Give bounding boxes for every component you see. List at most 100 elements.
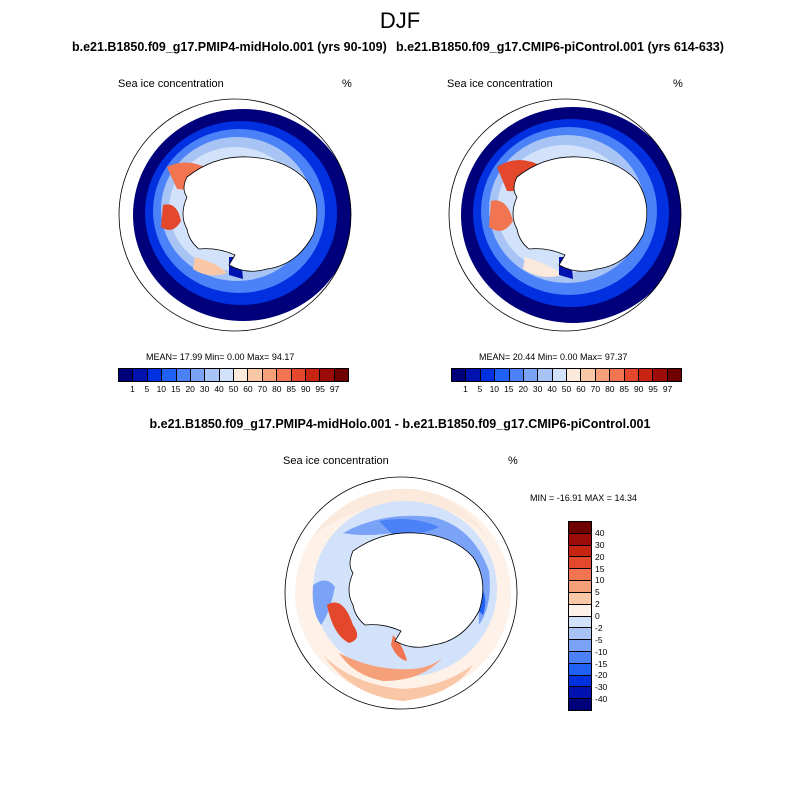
left-colorbar-label-7: 50 <box>228 384 239 394</box>
difference-colorbar-label-10: -10 <box>595 646 608 657</box>
left-colorbar-swatch-7 <box>219 369 234 381</box>
right-colorbar-swatch-2 <box>480 369 496 381</box>
right-colorbar-label-6: 40 <box>547 384 557 394</box>
left-colorbar-swatch-5 <box>190 369 206 381</box>
right-colorbar-swatch-9 <box>581 369 596 381</box>
left-colorbar-swatch-9 <box>248 369 263 381</box>
left-colorbar-swatch-11 <box>277 369 292 381</box>
left-colorbar-swatch-15 <box>334 369 348 381</box>
left-colorbar-label-4: 20 <box>185 384 195 394</box>
left-colorbar-swatch-2 <box>147 369 163 381</box>
left-colorbar-swatch-12 <box>291 369 306 381</box>
left-colorbar-label-11: 85 <box>286 384 296 394</box>
difference-colorbar-swatch-14 <box>569 687 591 700</box>
right-colorbar-label-1: 5 <box>477 384 483 394</box>
right-colorbar-swatch-3 <box>495 369 510 381</box>
right-colorbar-swatch-7 <box>552 369 567 381</box>
left-units-label: % <box>342 78 352 90</box>
left-colorbar-label-0: 1 <box>130 384 135 394</box>
right-colorbar-swatch-12 <box>624 369 639 381</box>
difference-colorbar-swatch-3 <box>569 557 591 570</box>
difference-colorbar-swatch-8 <box>569 616 591 629</box>
left-polar-map <box>118 98 352 332</box>
left-colorbar-swatch-14 <box>320 369 335 381</box>
difference-colorbar <box>568 521 592 711</box>
difference-colorbar-label-0: 40 <box>595 527 605 538</box>
left-variable-label: Sea ice concentration <box>118 78 224 90</box>
left-colorbar-label-5: 30 <box>199 384 210 394</box>
left-colorbar-label-10: 80 <box>272 384 282 394</box>
right-colorbar-label-8: 60 <box>576 384 586 394</box>
right-colorbar-label-14: 97 <box>662 384 673 394</box>
left-colorbar-label-2: 10 <box>156 384 167 394</box>
right-colorbar-label-0: 1 <box>463 384 468 394</box>
difference-colorbar-label-14: -40 <box>595 694 608 705</box>
left-colorbar-label-1: 5 <box>144 384 150 394</box>
diff-units-label: % <box>508 455 518 467</box>
difference-colorbar-label-8: -2 <box>595 622 603 633</box>
difference-title: b.e21.B1850.f09_g17.PMIP4-midHolo.001 - … <box>149 417 651 431</box>
left-colorbar-swatch-6 <box>205 369 220 381</box>
difference-polar-map <box>284 476 518 710</box>
left-colorbar-label-3: 15 <box>171 384 181 394</box>
right-colorbar-label-11: 85 <box>619 384 629 394</box>
left-colorbar <box>118 368 349 382</box>
right-variable-label: Sea ice concentration <box>447 78 553 90</box>
figure-title: DJF <box>379 8 421 33</box>
left-colorbar-swatch-13 <box>305 369 321 381</box>
difference-colorbar-swatch-7 <box>569 604 591 617</box>
difference-colorbar-label-3: 15 <box>595 563 605 574</box>
difference-colorbar-swatch-4 <box>569 569 591 582</box>
left-colorbar-label-13: 95 <box>315 384 325 394</box>
right-colorbar-swatch-15 <box>667 369 681 381</box>
right-colorbar-label-10: 80 <box>605 384 615 394</box>
difference-colorbar-label-13: -30 <box>595 682 608 693</box>
right-colorbar-swatch-14 <box>653 369 668 381</box>
difference-colorbar-swatch-5 <box>569 581 591 593</box>
left-colorbar-swatch-10 <box>262 369 278 381</box>
right-colorbar-swatch-11 <box>610 369 625 381</box>
right-colorbar-label-9: 70 <box>590 384 601 394</box>
difference-colorbar-label-9: -5 <box>595 634 603 645</box>
difference-colorbar-label-1: 30 <box>595 539 605 550</box>
right-colorbar <box>451 368 682 382</box>
left-colorbar-swatch-1 <box>133 369 148 381</box>
right-colorbar-swatch-8 <box>567 369 582 381</box>
right-case-title: b.e21.B1850.f09_g17.CMIP6-piControl.001 … <box>396 40 724 54</box>
left-case-title: b.e21.B1850.f09_g17.PMIP4-midHolo.001 (y… <box>72 40 387 54</box>
right-colorbar-swatch-10 <box>595 369 611 381</box>
difference-colorbar-label-2: 20 <box>595 551 605 562</box>
difference-colorbar-swatch-12 <box>569 663 591 676</box>
right-colorbar-label-2: 10 <box>489 384 500 394</box>
left-colorbar-label-8: 60 <box>243 384 253 394</box>
right-colorbar-label-3: 15 <box>504 384 514 394</box>
right-colorbar-swatch-6 <box>538 369 553 381</box>
difference-colorbar-swatch-9 <box>569 628 591 641</box>
right-colorbar-label-12: 90 <box>633 384 644 394</box>
difference-colorbar-swatch-11 <box>569 651 591 664</box>
left-colorbar-label-14: 97 <box>329 384 340 394</box>
difference-colorbar-swatch-13 <box>569 675 591 688</box>
left-colorbar-swatch-8 <box>234 369 249 381</box>
difference-colorbar-swatch-2 <box>569 545 591 558</box>
diff-variable-label: Sea ice concentration <box>283 455 389 467</box>
right-colorbar-swatch-1 <box>466 369 481 381</box>
difference-colorbar-swatch-10 <box>569 640 591 652</box>
difference-colorbar-swatch-6 <box>569 592 591 605</box>
right-colorbar-label-13: 95 <box>648 384 658 394</box>
left-stats: MEAN= 17.99 Min= 0.00 Max= 94.17 <box>146 352 295 362</box>
right-colorbar-label-5: 30 <box>532 384 543 394</box>
left-colorbar-label-9: 70 <box>257 384 268 394</box>
left-colorbar-swatch-3 <box>162 369 177 381</box>
right-polar-map <box>448 98 682 332</box>
difference-colorbar-label-11: -15 <box>595 658 608 669</box>
difference-colorbar-label-12: -20 <box>595 670 608 681</box>
diff-minmax: MIN = -16.91 MAX = 14.34 <box>530 493 638 503</box>
left-colorbar-label-6: 40 <box>214 384 224 394</box>
right-colorbar-swatch-13 <box>638 369 654 381</box>
left-colorbar-swatch-0 <box>119 369 134 381</box>
right-colorbar-label-4: 20 <box>518 384 528 394</box>
difference-colorbar-label-4: 10 <box>595 575 605 586</box>
left-colorbar-label-12: 90 <box>300 384 311 394</box>
right-units-label: % <box>673 78 683 90</box>
